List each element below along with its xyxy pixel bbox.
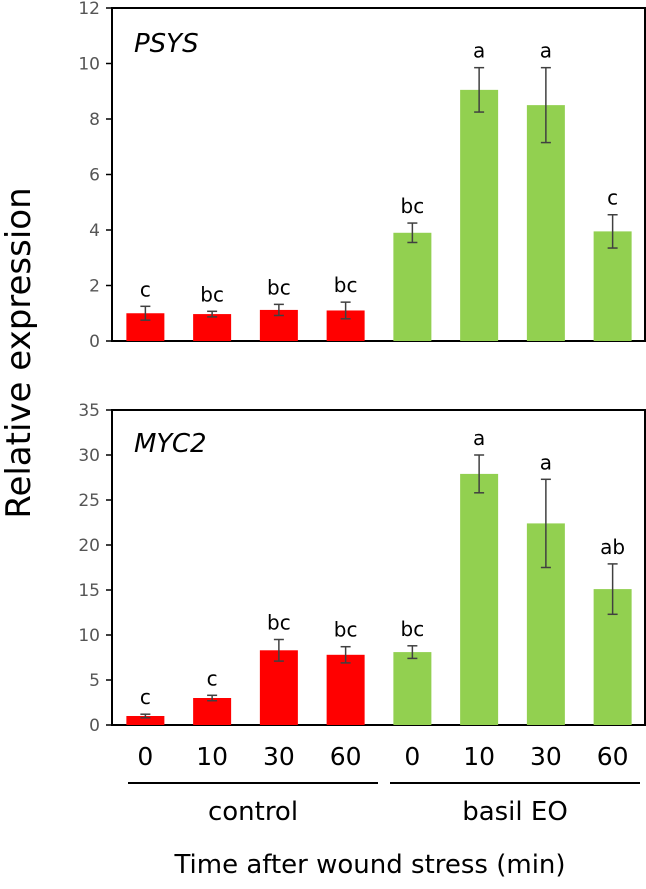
significance-label: bc [334,273,358,297]
chart-panels: 0 2 4 6 8 10 12 c bc bc bc bc a a c PSYS 0 5 10 15 20 25 30 35 c… [78,0,646,736]
error-bar [140,305,151,321]
error-bar [540,66,551,144]
y-tick-label: 25 [78,491,100,511]
y-tick-label: 8 [89,110,100,130]
bar-control-10 [193,698,232,725]
error-bar [207,310,218,318]
panel-title: PSYS [134,29,199,59]
significance-label: a [473,426,485,450]
x-tick-label: 10 [463,742,495,771]
error-bar [140,713,151,719]
significance-label: a [473,39,485,63]
significance-label: c [607,186,618,210]
y-tick-label: 4 [89,221,100,241]
y-tick-label: 5 [89,671,100,691]
y-tick-label: 10 [78,626,100,646]
group-label: basil EO [462,797,568,827]
significance-label: bc [334,618,358,642]
y-tick-label: 10 [78,55,100,75]
x-tick-label: 30 [263,742,295,771]
significance-label: bc [401,194,425,218]
x-tick-label: 60 [597,742,629,771]
significance-label: bc [200,282,224,306]
bar-basil-eo-30 [526,105,565,341]
significance-label: bc [401,617,425,641]
y-axis-title: Relative expression [0,187,39,518]
plot-frame [111,409,646,726]
error-bar [607,213,618,249]
error-bar [207,694,218,702]
error-bar [407,222,418,244]
x-axis: 0 10 30 60 0 10 30 60 control basil EO [128,742,640,827]
group-label: control [208,797,298,827]
y-tick-label: 2 [89,277,100,297]
x-tick-label: 0 [137,742,153,771]
panel-psys: 0 2 4 6 8 10 12 c bc bc bc bc a a c PSYS [78,0,646,352]
y-tick-label: 20 [78,536,100,556]
error-bar [474,454,485,494]
y-tick-label: 35 [78,401,100,421]
x-tick-label: 0 [404,742,420,771]
y-tick-label: 12 [78,0,100,19]
bar-control-30 [259,650,298,725]
y-tick-label: 30 [78,446,100,466]
x-tick-label: 60 [330,742,362,771]
bar-basil-eo-0 [393,652,432,725]
bar-basil-eo-60 [593,231,632,341]
error-bar [273,638,284,662]
y-tick-label: 0 [89,716,100,736]
x-tick-label: 10 [196,742,228,771]
error-bar [340,645,351,664]
error-bar [607,563,618,616]
significance-label: c [140,685,151,709]
bar-basil-eo-10 [460,473,499,725]
significance-label: a [540,39,552,63]
bar-control-0 [126,716,165,725]
y-tick-label: 0 [89,332,100,352]
error-bar [407,645,418,660]
y-tick-label: 15 [78,581,100,601]
panel-myc2: 0 5 10 15 20 25 30 35 c c bc bc bc a a ab MYC2 [78,401,646,736]
x-tick-label: 30 [530,742,562,771]
bar-control-10 [193,314,232,341]
bar-basil-eo-0 [393,232,432,341]
significance-label: bc [267,611,291,635]
significance-label: ab [600,535,625,559]
x-axis-title: Time after wound stress (min) [173,850,565,880]
significance-label: a [540,450,552,474]
error-bar [340,301,351,320]
error-bar [540,478,551,569]
significance-label: c [140,277,151,301]
bar-basil-eo-10 [460,89,499,341]
error-bar [273,303,284,317]
error-bar [474,66,485,113]
y-tick-label: 6 [89,166,100,186]
significance-label: c [207,666,218,690]
significance-label: bc [267,275,291,299]
bar-control-60 [326,654,365,725]
panel-title: MYC2 [134,429,207,459]
